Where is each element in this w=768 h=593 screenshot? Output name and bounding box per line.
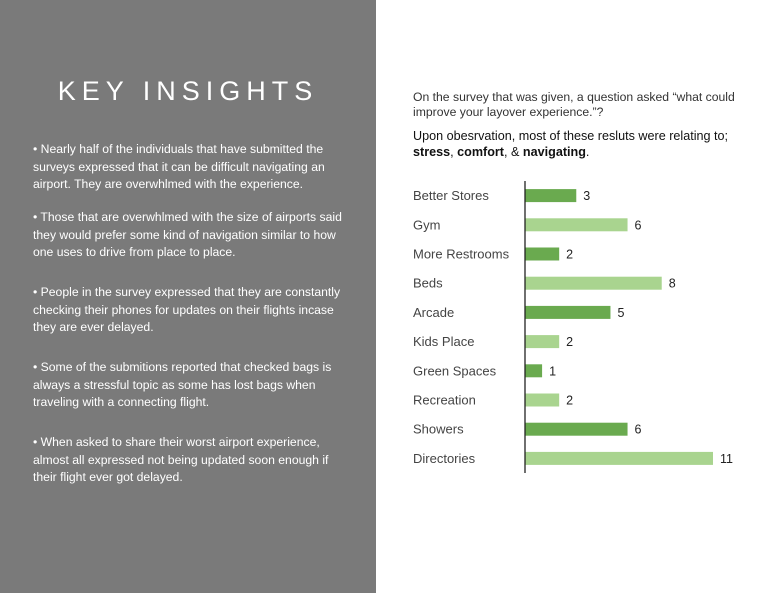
bar bbox=[525, 247, 560, 261]
bar bbox=[525, 335, 560, 349]
keyword-separator: , & bbox=[504, 144, 523, 159]
bar bbox=[525, 218, 628, 232]
value-label: 2 bbox=[566, 335, 573, 349]
category-label: Kids Place bbox=[413, 334, 474, 349]
category-label: Green Spaces bbox=[413, 363, 497, 378]
insight-item: • Those that are overwhlmed with the siz… bbox=[33, 210, 342, 260]
bar bbox=[525, 393, 560, 407]
value-label: 3 bbox=[583, 189, 590, 203]
keyword-stress: stress bbox=[413, 144, 451, 159]
category-label: Arcade bbox=[413, 305, 454, 320]
value-label: 1 bbox=[549, 364, 556, 378]
keyword-navigating: navigating bbox=[522, 144, 586, 159]
keyword-comfort: comfort bbox=[457, 144, 505, 159]
insight-item: • People in the survey expressed that th… bbox=[33, 285, 341, 335]
layover-improvements-bar-chart: Better Stores 3 Gym 6 More Restrooms 2 Beds 8 Ar… bbox=[413, 181, 733, 473]
category-label: Better Stores bbox=[413, 188, 489, 203]
category-label: Recreation bbox=[413, 393, 476, 408]
bar bbox=[525, 451, 713, 465]
value-label: 6 bbox=[635, 423, 642, 437]
value-label: 6 bbox=[635, 218, 642, 232]
bar bbox=[525, 276, 662, 290]
value-label: 2 bbox=[566, 248, 573, 262]
value-label: 2 bbox=[566, 394, 573, 408]
survey-question-text: On the survey that was given, a question… bbox=[413, 90, 735, 119]
category-label: Showers bbox=[413, 422, 464, 437]
insight-item: • Nearly half of the individuals that ha… bbox=[33, 142, 325, 192]
observation-text: Upon obesrvation, most of these resluts … bbox=[413, 129, 743, 160]
value-label: 5 bbox=[617, 306, 624, 320]
bar bbox=[525, 305, 611, 319]
insight-item: • When asked to share their worst airpor… bbox=[33, 435, 329, 485]
insight-item: • Some of the submitions reported that c… bbox=[33, 360, 332, 410]
category-label: Beds bbox=[413, 276, 443, 291]
bar bbox=[525, 422, 628, 436]
key-insights-panel: KEY INSIGHTS • Nearly half of the indivi… bbox=[0, 0, 376, 593]
value-label: 11 bbox=[720, 452, 733, 466]
observation-prefix: Upon obesrvation, most of these resluts … bbox=[413, 129, 729, 143]
category-label: Directories bbox=[413, 451, 476, 466]
bar bbox=[525, 364, 543, 378]
category-label: Gym bbox=[413, 217, 440, 232]
value-label: 8 bbox=[669, 277, 676, 291]
bar bbox=[525, 189, 577, 203]
panel-title: KEY INSIGHTS bbox=[57, 76, 319, 106]
observation-end: . bbox=[585, 144, 590, 159]
keyword-separator: , bbox=[450, 144, 458, 159]
category-label: More Restrooms bbox=[413, 247, 510, 262]
